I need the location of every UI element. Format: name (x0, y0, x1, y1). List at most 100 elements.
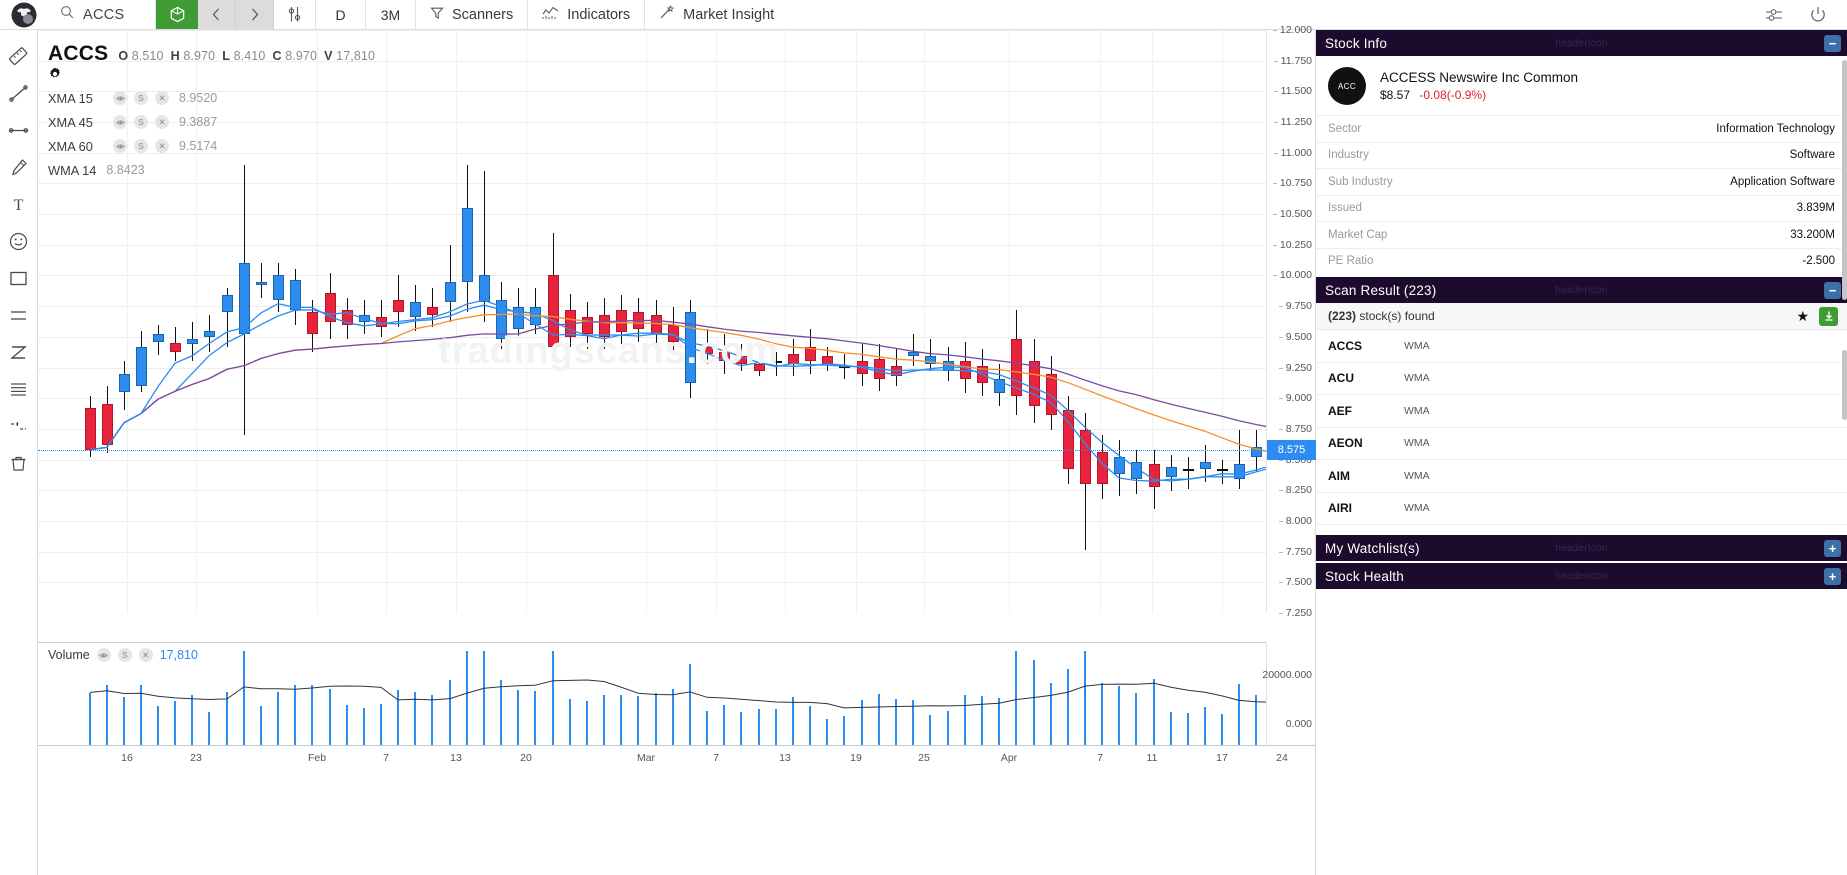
stock-info-row: Sector Information Technology (1316, 115, 1847, 142)
gridline (38, 214, 1266, 215)
diagonal-line-icon[interactable] (0, 75, 38, 112)
volume-label: Volume (48, 648, 90, 662)
volume-pane[interactable]: Volume S ✕ 17,810 (38, 642, 1266, 746)
candlestick (924, 30, 936, 613)
minus-icon[interactable]: − (1824, 281, 1841, 299)
eye-icon[interactable] (113, 115, 127, 129)
star-icon[interactable]: ★ (1796, 308, 1809, 324)
parallel-lines-icon[interactable] (0, 297, 38, 334)
date-tick-label: 16 (121, 752, 133, 764)
date-axis[interactable]: 16 23 Feb 7 13 20 Mar 7 13 19 25 Apr 7 11 17 24 (38, 745, 1315, 769)
trash-icon[interactable] (0, 445, 38, 482)
gridline (38, 122, 1266, 123)
scan-list-scrollbar[interactable] (1842, 350, 1847, 420)
gridline (38, 521, 1266, 522)
power-icon[interactable] (1809, 6, 1827, 24)
stock-info-value: -2.500 (1802, 255, 1835, 268)
cube-icon-button[interactable] (156, 0, 198, 29)
x-badge-icon[interactable]: ✕ (155, 139, 169, 153)
date-tick-label: 7 (1097, 752, 1103, 764)
price-tick-label: 7.250 (1278, 607, 1312, 619)
scan-result-row[interactable]: AIM WMA (1316, 460, 1847, 493)
stock-info-value: Application Software (1730, 175, 1835, 188)
stock-info-value: 3.839M (1796, 202, 1835, 215)
smiley-icon[interactable] (0, 223, 38, 260)
volume-bar (534, 691, 536, 746)
prev-button[interactable] (198, 0, 236, 29)
ohlc-values: O 8.510 H 8.970 L 8.410 C 8.970 V 17,810 (118, 49, 376, 63)
candlestick (873, 30, 885, 613)
price-axis[interactable]: 12.000 11.750 11.500 11.250 11.000 10.750 10.5… (1266, 24, 1316, 619)
eye-icon[interactable] (96, 648, 111, 662)
interval-button[interactable]: D (316, 0, 366, 29)
eye-icon[interactable] (113, 91, 127, 105)
s-badge-icon[interactable]: S (134, 115, 148, 129)
candlestick (753, 30, 765, 613)
scanners-button[interactable]: Scanners (416, 0, 529, 29)
price-pane[interactable]: tradingscans.com ACCS O 8.510 H 8.970 L … (38, 30, 1266, 613)
volume-plot (38, 643, 1266, 746)
s-badge-icon[interactable]: S (134, 91, 148, 105)
volume-bar (603, 695, 605, 746)
volume-bar (861, 700, 863, 746)
scan-result-row[interactable]: ACCS WMA (1316, 330, 1847, 363)
zigzag-icon[interactable] (0, 334, 38, 371)
header-icon-label: headerIcon (1555, 570, 1608, 582)
volume-bar (1153, 679, 1155, 746)
horizontal-ray-icon[interactable] (0, 112, 38, 149)
sliders-icon[interactable] (1765, 7, 1783, 23)
candle-settings-icon-button[interactable] (274, 0, 316, 29)
rectangle-icon[interactable] (0, 260, 38, 297)
panel-title: Stock Info (1325, 35, 1388, 51)
x-badge-icon[interactable]: ✕ (155, 115, 169, 129)
market-insight-button[interactable]: Market Insight (645, 0, 1765, 29)
gear-icon[interactable] (48, 67, 375, 86)
search-icon (60, 5, 74, 24)
s-badge-icon[interactable]: S (134, 139, 148, 153)
gridline (38, 61, 1266, 62)
x-badge-icon[interactable]: ✕ (138, 648, 153, 662)
candlestick (1130, 30, 1142, 613)
candlestick (1250, 30, 1262, 613)
stock-info-value: Information Technology (1716, 122, 1835, 135)
date-tick-label: Apr (1000, 752, 1018, 764)
volume-bar (89, 692, 91, 746)
dashed-corner-icon[interactable] (0, 408, 38, 445)
panel-header-stock-info[interactable]: Stock Info headerIcon − (1316, 30, 1847, 56)
scan-result-row[interactable]: AEF WMA (1316, 395, 1847, 428)
panel-header-scan-result[interactable]: Scan Result (223) headerIcon − (1316, 277, 1847, 303)
range-button[interactable]: 3M (366, 0, 416, 29)
text-T-icon[interactable]: T (0, 186, 38, 223)
plus-icon[interactable]: + (1824, 567, 1841, 585)
next-button[interactable] (236, 0, 274, 29)
stacked-lines-icon[interactable] (0, 371, 38, 408)
bull-logo-icon[interactable] (0, 0, 48, 29)
panel-header-stock-health[interactable]: Stock Health headerIcon + (1316, 563, 1847, 589)
minus-icon[interactable]: − (1824, 34, 1841, 52)
indicator-row: XMA 60 S ✕ 9.5174 (48, 134, 375, 158)
price-tick-label: 10.000 (1272, 269, 1312, 282)
ruler-icon[interactable] (0, 38, 38, 75)
download-icon[interactable] (1819, 306, 1838, 326)
volume-bar (1170, 711, 1172, 746)
symbol-search[interactable]: ACCS (48, 0, 156, 29)
stock-info-key: Sub Industry (1328, 175, 1393, 188)
panel-header-my-watchlists[interactable]: My Watchlist(s) headerIcon + (1316, 535, 1847, 561)
volume-bar (466, 651, 468, 746)
scan-result-row[interactable]: AIRI WMA (1316, 493, 1847, 525)
volume-bar (329, 688, 331, 746)
indicators-button[interactable]: Indicators (528, 0, 646, 29)
price-tick-label: 11.250 (1273, 116, 1312, 129)
brush-icon[interactable] (0, 149, 38, 186)
scan-result-row[interactable]: ACU WMA (1316, 363, 1847, 395)
market-insight-label: Market Insight (683, 6, 775, 23)
scan-tag: WMA (1404, 469, 1430, 482)
sidebar-scrollbar[interactable] (1842, 60, 1847, 300)
eye-icon[interactable] (113, 139, 127, 153)
x-badge-icon[interactable]: ✕ (155, 91, 169, 105)
volume-bar (294, 684, 296, 746)
plus-icon[interactable]: + (1824, 539, 1841, 557)
company-name: ACCESS Newswire Inc Common (1380, 70, 1579, 85)
scan-result-row[interactable]: AEON WMA (1316, 428, 1847, 460)
s-badge-icon[interactable]: S (117, 648, 132, 662)
